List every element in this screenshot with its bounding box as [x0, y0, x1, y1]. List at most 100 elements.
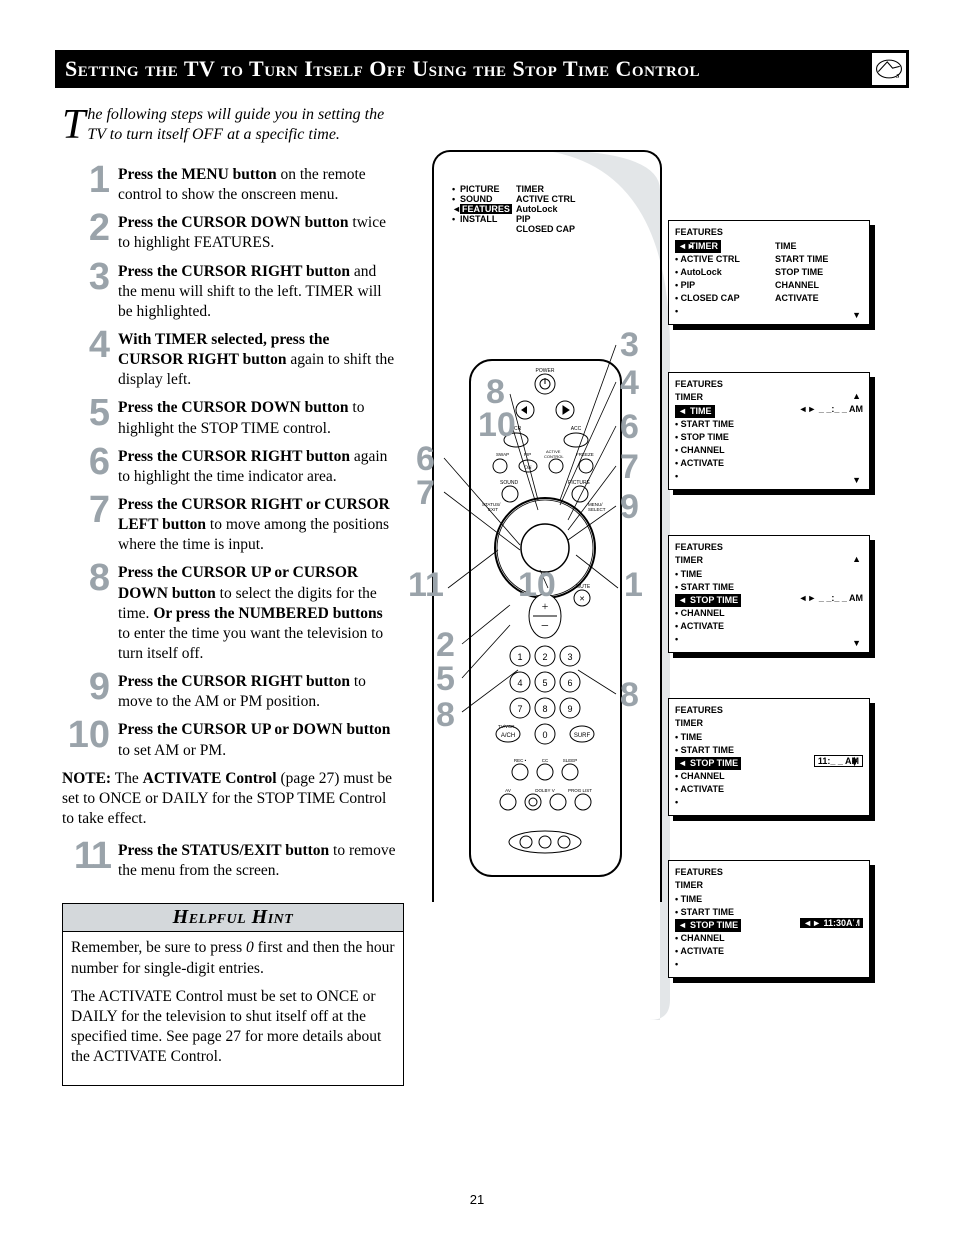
svg-text:DOLBY V: DOLBY V	[535, 788, 554, 793]
step-text: Press the CURSOR UP or CURSOR DOWN butto…	[118, 563, 397, 664]
title-icon: 3	[871, 52, 907, 86]
svg-text:MUTE: MUTE	[576, 584, 591, 590]
intro-text: The following steps will guide you in se…	[62, 105, 397, 145]
step-text: Press the CURSOR RIGHT button again to h…	[118, 447, 397, 487]
callout-4: 4	[620, 366, 639, 400]
dropcap: T	[62, 105, 87, 142]
step-number: 10	[62, 718, 110, 752]
svg-text:SELECT: SELECT	[588, 507, 606, 512]
page-number: 21	[0, 1192, 954, 1207]
svg-text:A/CH: A/CH	[501, 733, 515, 739]
svg-text:PICTURE: PICTURE	[568, 480, 591, 486]
menu-panel-1: FEATURES◄►TIMER• ACTIVE CTRL• AutoLock• …	[668, 220, 870, 325]
diagram-area: •PICTURETIMER•SOUNDACTIVE CTRL◄►FEATURES…	[420, 150, 900, 1050]
svg-text:7: 7	[517, 704, 522, 714]
step-number: 4	[62, 328, 110, 362]
svg-text:REC •: REC •	[514, 758, 527, 763]
callout-1: 1	[624, 568, 643, 602]
menu-panel-3: FEATURESTIMER▲• TIME• START TIME◄STOP TI…	[668, 535, 870, 653]
callout-8: 8	[486, 375, 505, 409]
step-10: 10Press the CURSOR UP or DOWN button to …	[62, 720, 397, 760]
step-text: With TIMER selected, press the CURSOR RI…	[118, 330, 397, 390]
callout-10: 10	[478, 408, 516, 442]
step-text: Press the CURSOR UP or DOWN button to se…	[118, 720, 397, 760]
steps-list: 1Press the MENU button on the remote con…	[62, 165, 397, 761]
svg-text:TV/VCR: TV/VCR	[498, 724, 515, 729]
callout-5: 5	[436, 662, 455, 696]
step-number: 2	[62, 211, 110, 245]
intro-body: he following steps will guide you in set…	[87, 106, 384, 143]
svg-text:9: 9	[567, 704, 572, 714]
svg-text:3: 3	[567, 652, 572, 662]
svg-text:0: 0	[542, 730, 547, 740]
step-number: 7	[62, 493, 110, 527]
callout-8: 8	[436, 698, 455, 732]
svg-text:AV: AV	[505, 788, 511, 793]
svg-text:✕: ✕	[579, 595, 585, 603]
svg-text:SOUND: SOUND	[500, 480, 518, 486]
note-text: NOTE: The ACTIVATE Control (page 27) mus…	[62, 769, 397, 829]
callout-9: 9	[620, 490, 639, 524]
step-number: 5	[62, 396, 110, 430]
hint-body: Remember, be sure to press 0 first and t…	[63, 932, 403, 1085]
svg-text:5: 5	[542, 678, 547, 688]
svg-text:ACC: ACC	[571, 426, 582, 432]
step-3: 3Press the CURSOR RIGHT button and the m…	[62, 262, 397, 322]
callout-6: 6	[416, 442, 435, 476]
step-1: 1Press the MENU button on the remote con…	[62, 165, 397, 205]
svg-text:FREEZE: FREEZE	[576, 452, 594, 457]
svg-text:−: −	[541, 619, 549, 634]
hint-p2: The ACTIVATE Control must be set to ONCE…	[71, 987, 395, 1068]
hint-p1: Remember, be sure to press 0 first and t…	[71, 938, 395, 978]
callout-10: 10	[518, 568, 556, 602]
callout-8: 8	[620, 678, 639, 712]
callout-6: 6	[620, 410, 639, 444]
step-4: 4With TIMER selected, press the CURSOR R…	[62, 330, 397, 390]
step-number: 1	[62, 163, 110, 197]
svg-text:EXIT: EXIT	[488, 507, 498, 512]
callout-7: 7	[620, 450, 639, 484]
svg-text:CC: CC	[542, 758, 549, 763]
svg-text:2: 2	[542, 652, 547, 662]
hint-box: Helpful Hint Remember, be sure to press …	[62, 903, 404, 1086]
step-text: Press the CURSOR DOWN button twice to hi…	[118, 213, 397, 253]
step-11: 11Press the STATUS/EXIT button to remove…	[62, 841, 397, 881]
menu-panel-5: FEATURESTIMER• TIME• START TIME◄STOP TIM…	[668, 860, 870, 978]
menu-panel-2: FEATURESTIMER▲◄TIME• START TIME• STOP TI…	[668, 372, 870, 490]
svg-text:CONTROL: CONTROL	[544, 454, 564, 459]
svg-text:POWER: POWER	[536, 368, 555, 374]
top-menu: •PICTURETIMER•SOUNDACTIVE CTRL◄►FEATURES…	[452, 184, 632, 234]
instructions-column: The following steps will guide you in se…	[62, 105, 397, 1086]
step-text: Press the CURSOR RIGHT or CURSOR LEFT bu…	[118, 495, 397, 555]
svg-text:1: 1	[517, 652, 522, 662]
step-number: 3	[62, 260, 110, 294]
step-text: Press the CURSOR RIGHT button and the me…	[118, 262, 397, 322]
svg-text:SURF: SURF	[574, 733, 591, 739]
svg-text:6: 6	[567, 678, 572, 688]
title-text: Setting the TV to Turn Itself Off Using …	[65, 56, 700, 81]
step-number: 9	[62, 670, 110, 704]
callout-2: 2	[436, 628, 455, 662]
step-7: 7Press the CURSOR RIGHT or CURSOR LEFT b…	[62, 495, 397, 555]
svg-text:PIP: PIP	[524, 452, 531, 457]
svg-text:SWAP: SWAP	[496, 452, 509, 457]
callout-7: 7	[416, 476, 435, 510]
step-number: 11	[62, 839, 110, 873]
step-5: 5Press the CURSOR DOWN button to highlig…	[62, 398, 397, 438]
page-title: Setting the TV to Turn Itself Off Using …	[55, 50, 909, 88]
step-text: Press the MENU button on the remote cont…	[118, 165, 397, 205]
svg-text:8: 8	[542, 704, 547, 714]
step-2: 2Press the CURSOR DOWN button twice to h…	[62, 213, 397, 253]
svg-text:PROG LIST: PROG LIST	[568, 788, 592, 793]
svg-text:3: 3	[895, 73, 900, 80]
step-number: 6	[62, 445, 110, 479]
page: Setting the TV to Turn Itself Off Using …	[0, 0, 954, 1235]
callout-3: 3	[620, 328, 639, 362]
step-number: 8	[62, 561, 110, 595]
svg-text:SLEEP: SLEEP	[563, 758, 578, 763]
callout-11: 11	[408, 568, 444, 602]
svg-text:ON: ON	[524, 466, 532, 471]
step-text: Press the STATUS/EXIT button to remove t…	[118, 841, 397, 881]
menu-panel-4: FEATURESTIMER• TIME• START TIME◄STOP TIM…	[668, 698, 870, 816]
svg-text:4: 4	[517, 678, 522, 688]
